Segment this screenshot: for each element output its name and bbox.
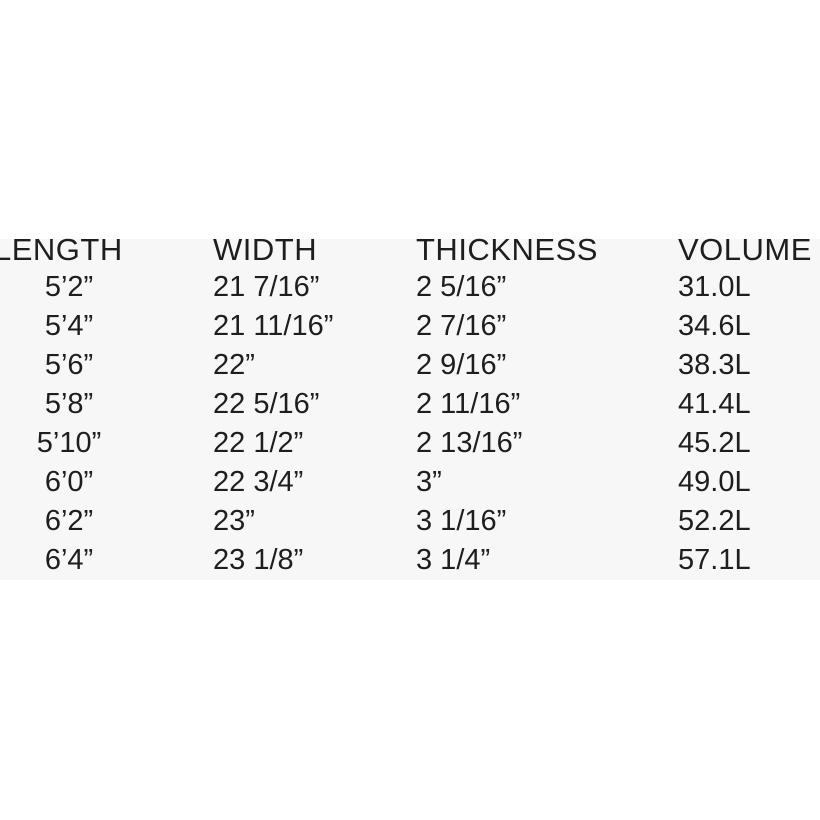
cell-volume: 52.2L [678, 505, 751, 537]
cell-length: 6’4” [44, 544, 94, 576]
cell-thickness: 3 1/4” [416, 544, 491, 576]
cell-thickness: 2 13/16” [416, 427, 523, 459]
table-background [0, 239, 820, 580]
cell-length: 5’8” [44, 388, 94, 420]
cell-volume: 31.0L [678, 271, 751, 303]
cell-width: 22 3/4” [213, 466, 304, 498]
cell-width: 22 1/2” [213, 427, 304, 459]
cell-length: 5’2” [44, 271, 94, 303]
cell-volume: 34.6L [678, 310, 751, 342]
cell-volume: 41.4L [678, 388, 751, 420]
header-thickness: THICKNESS [416, 232, 598, 267]
column-volume: VOLUME 31.0L 34.6L 38.3L 41.4L 45.2L 49.0L 52.2… [678, 232, 812, 580]
cell-thickness: 3 1/16” [416, 505, 507, 537]
cell-length: 5’4” [44, 310, 94, 342]
cell-width: 22 5/16” [213, 388, 320, 420]
header-volume: VOLUME [678, 232, 812, 267]
cell-width: 23” [213, 505, 255, 537]
header-length: LENGTH [0, 232, 123, 267]
cell-volume: 57.1L [678, 544, 751, 576]
header-width: WIDTH [213, 232, 318, 267]
column-width: WIDTH 21 7/16” 21 11/16” 22” 22 5/16” 22 1/2”… [213, 232, 333, 580]
column-length: LENGTH 5’2” 5’4” 5’6” 5’8” 5’10” 6’0” 6’2” 6’4” [0, 232, 144, 580]
cell-width: 21 11/16” [213, 310, 334, 342]
cell-thickness: 3” [416, 466, 442, 498]
cell-volume: 45.2L [678, 427, 751, 459]
cell-length: 5’6” [44, 349, 94, 381]
cell-length: 6’2” [44, 505, 94, 537]
cell-thickness: 2 7/16” [416, 310, 507, 342]
cell-thickness: 2 11/16” [416, 388, 521, 420]
column-thickness: THICKNESS 2 5/16” 2 7/16” 2 9/16” 2 11/16” 2 … [416, 232, 598, 580]
cell-thickness: 2 5/16” [416, 271, 507, 303]
cell-length: 5’10” [36, 427, 102, 459]
cell-width: 23 1/8” [213, 544, 304, 576]
cell-thickness: 2 9/16” [416, 349, 507, 381]
cell-length: 6’0” [44, 466, 94, 498]
cell-width: 21 7/16” [213, 271, 320, 303]
cell-width: 22” [213, 349, 255, 381]
cell-volume: 49.0L [678, 466, 751, 498]
cell-volume: 38.3L [678, 349, 751, 381]
